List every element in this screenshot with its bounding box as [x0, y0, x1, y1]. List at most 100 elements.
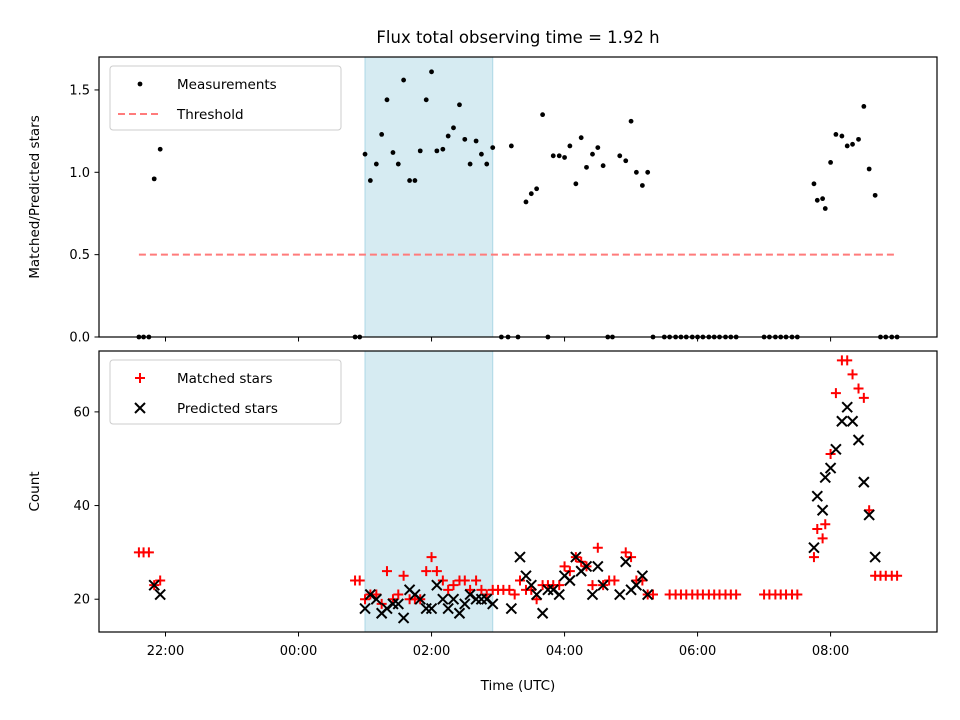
data-point: [370, 593, 383, 605]
y-axis-label: Matched/Predicted stars: [27, 115, 43, 278]
data-point: [479, 151, 484, 157]
series-predicted-stars: [148, 401, 881, 624]
legend-label: Predicted stars: [177, 401, 278, 417]
highlight-span: [364, 350, 494, 633]
data-point: [630, 579, 643, 591]
data-point: [595, 145, 601, 150]
data-point: [443, 584, 454, 595]
data-point: [609, 575, 620, 586]
data-point: [819, 471, 831, 484]
data-point: [425, 602, 438, 615]
y-tick-label: 1.0: [69, 166, 90, 181]
y-axis-label: Count: [27, 471, 43, 511]
data-point: [523, 199, 529, 205]
data-point: [354, 575, 365, 586]
data-point: [584, 164, 589, 170]
top-panel: 0.0 0.5 1.0 1.5 Matched/Predicted stars Measu…: [27, 56, 938, 346]
data-point: [816, 504, 829, 516]
data-point: [509, 589, 520, 600]
data-point: [459, 598, 471, 610]
data-point: [457, 102, 462, 108]
y-tick-label: 0.0: [69, 331, 90, 346]
data-point: [858, 476, 870, 488]
data-point: [846, 415, 859, 427]
data-point: [648, 589, 659, 600]
data-point: [536, 607, 549, 619]
data-point: [426, 552, 437, 563]
data-point: [731, 589, 742, 600]
legend: Matched stars Predicted stars: [109, 359, 342, 425]
data-point: [858, 392, 869, 403]
data-point: [417, 148, 423, 154]
data-point: [367, 178, 373, 183]
data-point: [573, 181, 579, 187]
data-point: [540, 112, 546, 118]
x-tick-label: 22:00: [147, 644, 184, 659]
data-point: [440, 146, 446, 152]
data-point: [820, 519, 831, 530]
data-point: [814, 197, 820, 203]
data-point: [423, 97, 429, 103]
legend-box: [109, 65, 342, 131]
data-point: [528, 191, 534, 197]
data-point: [600, 163, 606, 169]
data-point: [467, 161, 473, 167]
data-point: [587, 580, 598, 591]
y-tick-label: 40: [73, 499, 90, 514]
data-point: [567, 143, 573, 149]
data-point: [626, 552, 637, 563]
x-tick-label: 08:00: [812, 644, 849, 659]
data-point: [559, 561, 570, 572]
data-point: [570, 551, 582, 563]
data-point: [362, 151, 368, 157]
data-point: [431, 579, 443, 591]
data-point: [514, 551, 526, 563]
data-point: [869, 551, 881, 563]
legend-label: Measurements: [177, 77, 277, 93]
legend-item: Predicted stars: [134, 401, 278, 417]
data-point: [872, 192, 878, 198]
legend: Measurements Threshold: [109, 65, 342, 131]
data-point: [836, 415, 848, 427]
legend-item: Matched stars: [135, 371, 273, 387]
data-point: [597, 579, 609, 591]
data-point: [525, 579, 538, 591]
data-point: [514, 575, 525, 586]
data-point: [476, 584, 487, 595]
data-point: [863, 509, 875, 521]
y-tick-label: 20: [73, 593, 90, 608]
y-tick-label: 0.5: [69, 248, 90, 263]
data-point: [554, 580, 565, 591]
data-point: [847, 369, 858, 380]
data-point: [641, 588, 654, 601]
data-point: [580, 560, 593, 573]
data-point: [830, 443, 842, 456]
data-point: [462, 136, 468, 142]
data-point: [550, 153, 556, 159]
data-point: [861, 104, 867, 109]
data-point: [431, 566, 442, 577]
data-point: [379, 132, 385, 137]
data-point: [645, 169, 651, 175]
legend-marker: [137, 81, 143, 87]
data-point: [473, 138, 479, 144]
plot-frame: [98, 350, 938, 633]
plot-frame: [98, 56, 938, 338]
data-point: [586, 588, 599, 601]
data-point: [487, 598, 499, 610]
data-point: [401, 77, 407, 83]
x-tick-label: 00:00: [280, 644, 317, 659]
data-point: [562, 155, 567, 160]
data-point: [448, 580, 459, 591]
data-point: [520, 570, 532, 582]
data-point: [841, 401, 853, 413]
data-point: [564, 566, 575, 577]
data-point: [447, 593, 460, 605]
legend-item: Threshold: [118, 107, 244, 123]
data-point: [820, 196, 826, 202]
data-point: [484, 161, 490, 167]
data-point: [393, 589, 404, 600]
data-point: [620, 556, 632, 568]
data-point: [530, 588, 543, 601]
data-point: [639, 183, 645, 188]
